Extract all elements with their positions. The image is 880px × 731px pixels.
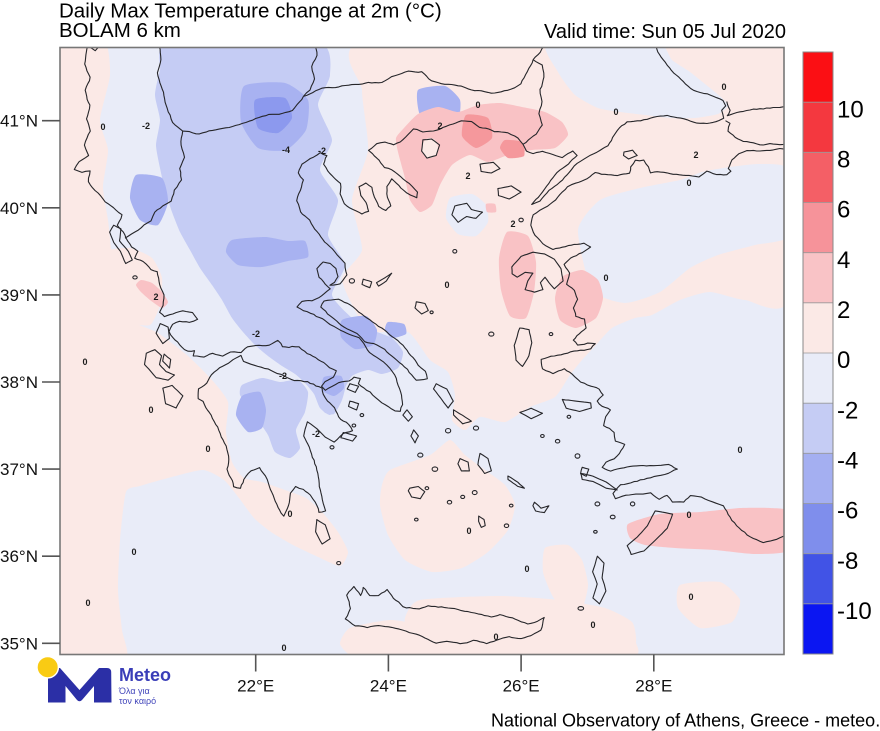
svg-text:Meteo: Meteo <box>119 665 171 685</box>
svg-text:0: 0 <box>737 445 742 455</box>
svg-text:Valid time: Sun 05 Jul 2020: Valid time: Sun 05 Jul 2020 <box>544 21 786 43</box>
svg-text:BOLAM 6 km: BOLAM 6 km <box>59 19 181 42</box>
svg-text:37°N: 37°N <box>0 460 38 479</box>
svg-text:24°E: 24°E <box>370 677 407 696</box>
svg-text:-8: -8 <box>837 548 858 575</box>
svg-text:0: 0 <box>148 405 153 415</box>
svg-text:0: 0 <box>82 357 87 367</box>
svg-text:0: 0 <box>686 178 691 188</box>
svg-text:-2: -2 <box>252 329 260 339</box>
svg-text:-2: -2 <box>312 429 320 439</box>
svg-text:0: 0 <box>444 280 449 290</box>
svg-text:0: 0 <box>281 643 286 653</box>
svg-text:22°E: 22°E <box>237 677 274 696</box>
svg-text:0: 0 <box>688 592 693 602</box>
svg-text:-2: -2 <box>318 146 326 156</box>
svg-text:26°E: 26°E <box>503 677 540 696</box>
svg-text:36°N: 36°N <box>0 547 38 566</box>
svg-text:0: 0 <box>205 444 210 454</box>
svg-text:-4: -4 <box>837 448 858 475</box>
svg-text:8: 8 <box>837 147 850 174</box>
svg-text:-10: -10 <box>837 598 872 625</box>
svg-text:2: 2 <box>465 171 470 181</box>
svg-text:Όλα για: Όλα για <box>118 686 150 696</box>
svg-text:Daily Max Temperature change a: Daily Max Temperature change at 2m (°C) <box>59 0 442 23</box>
svg-text:0: 0 <box>524 564 529 574</box>
svg-text:2: 2 <box>837 297 850 324</box>
svg-text:0: 0 <box>837 347 850 374</box>
svg-text:2: 2 <box>693 150 698 160</box>
svg-text:2: 2 <box>153 292 158 302</box>
svg-text:National Observatory of Athens: National Observatory of Athens, Greece -… <box>491 711 880 731</box>
svg-text:0: 0 <box>493 632 498 642</box>
svg-text:0: 0 <box>603 273 608 283</box>
svg-text:41°N: 41°N <box>0 112 38 131</box>
svg-text:4: 4 <box>837 247 850 274</box>
svg-text:0: 0 <box>287 509 292 519</box>
svg-text:40°N: 40°N <box>0 199 38 218</box>
svg-text:38°N: 38°N <box>0 373 38 392</box>
svg-text:2: 2 <box>437 121 442 131</box>
svg-text:0: 0 <box>131 547 136 557</box>
svg-text:0: 0 <box>85 598 90 608</box>
svg-text:0: 0 <box>590 620 595 630</box>
svg-text:2: 2 <box>510 219 515 229</box>
svg-text:0: 0 <box>613 107 618 117</box>
svg-text:0: 0 <box>686 510 691 520</box>
svg-text:-2: -2 <box>279 371 287 381</box>
svg-text:0: 0 <box>721 82 726 92</box>
svg-text:-4: -4 <box>282 145 290 155</box>
svg-text:0: 0 <box>100 122 105 132</box>
svg-text:0: 0 <box>475 100 480 110</box>
svg-text:-2: -2 <box>142 121 150 131</box>
svg-text:28°E: 28°E <box>635 677 672 696</box>
svg-text:39°N: 39°N <box>0 286 38 305</box>
svg-text:0: 0 <box>466 526 471 536</box>
svg-text:35°N: 35°N <box>0 634 38 653</box>
svg-text:-6: -6 <box>837 498 858 525</box>
svg-text:6: 6 <box>837 197 850 224</box>
svg-text:10: 10 <box>837 96 864 123</box>
svg-text:τον καιρό: τον καιρό <box>119 696 156 706</box>
svg-text:-2: -2 <box>837 397 858 424</box>
